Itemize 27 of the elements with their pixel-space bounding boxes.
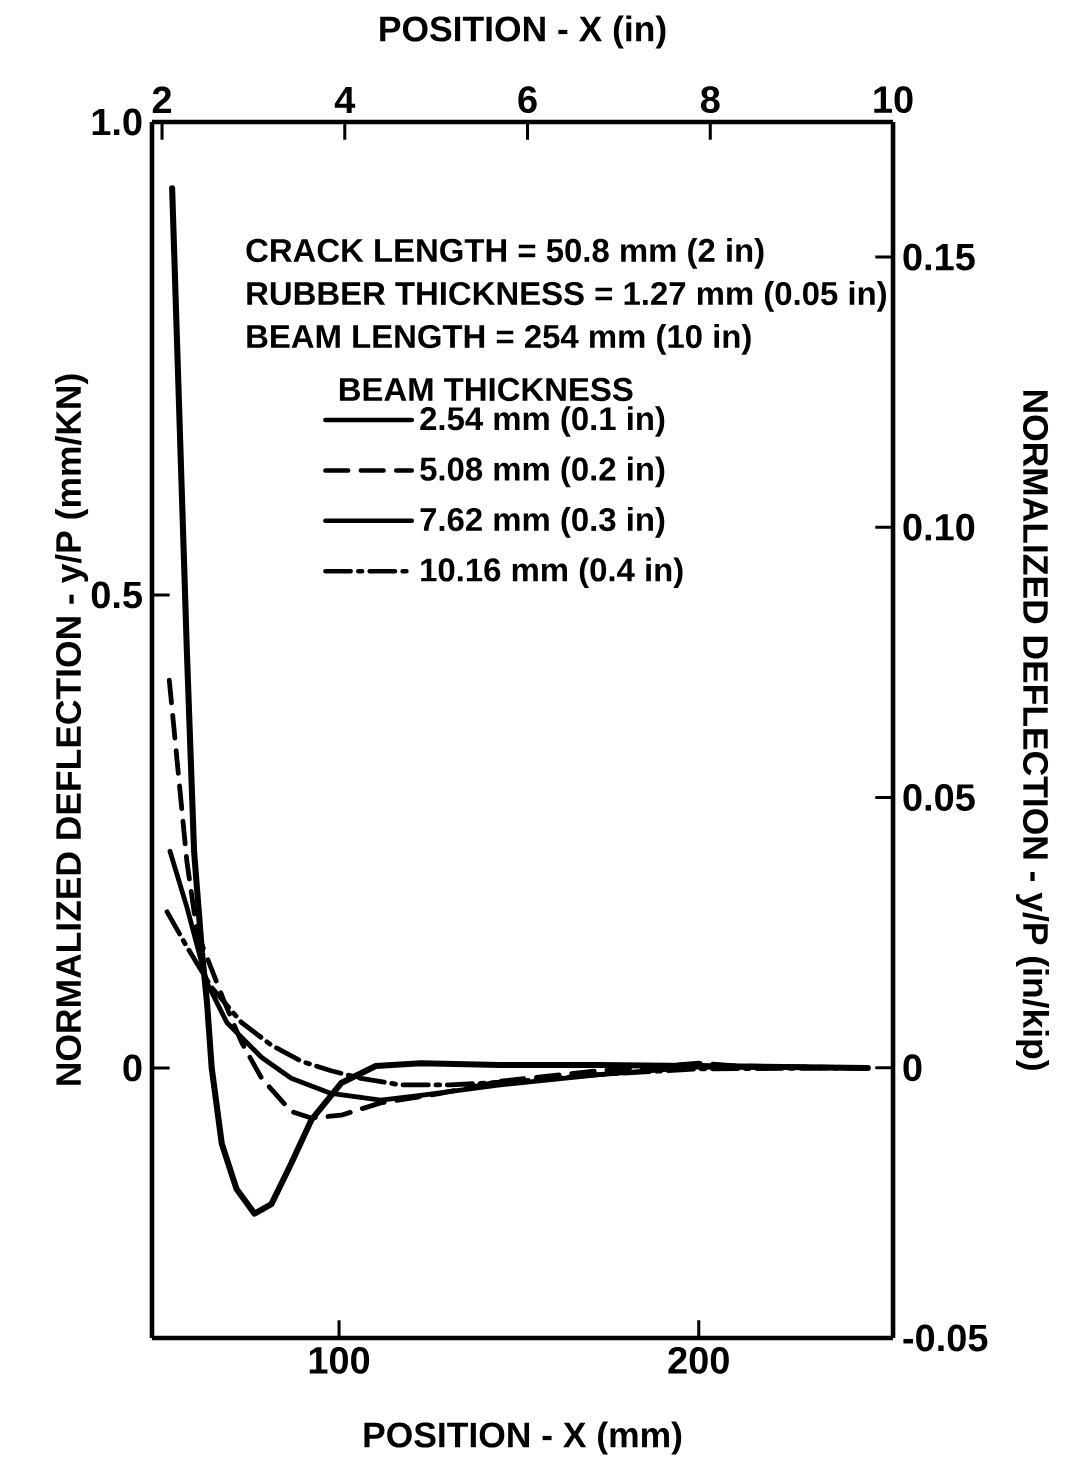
annotation: CRACK LENGTH = 50.8 mm (2 in) <box>246 237 764 269</box>
x2-tick-label: 10 <box>874 86 913 114</box>
annotation: RUBBER THICKNESS = 1.27 mm (0.05 in) <box>247 281 886 312</box>
x-axis-title: POSITION - X (mm) <box>364 1421 682 1455</box>
x2-axis-title: POSITION - X (in) <box>380 15 666 49</box>
y-tick-label: 0.5 <box>91 581 142 609</box>
legend-label: 2.54 mm (0.1 in) <box>420 406 665 437</box>
x-tick-label: 100 <box>309 1346 370 1374</box>
y2-tick-label: -0.05 <box>903 1324 988 1352</box>
x2-tick-label: 2 <box>152 86 172 114</box>
y2-tick-label: 0.05 <box>903 784 975 811</box>
y2-tick-label: 0.10 <box>903 513 975 541</box>
y2-tick-label: 0.15 <box>903 243 975 271</box>
x-tick-label: 200 <box>668 1346 729 1374</box>
legend-label: 5.08 mm (0.2 in) <box>420 456 665 488</box>
y-axis-title: NORMALIZED DEFLECTION - y/P (mm/KN) <box>55 374 89 1085</box>
x2-tick-label: 6 <box>518 86 537 114</box>
x2-tick-label: 4 <box>334 86 356 114</box>
x2-tick-label: 8 <box>700 86 720 114</box>
legend-label: 10.16 mm (0.4 in) <box>421 557 683 589</box>
y-tick-label: 1.0 <box>92 108 142 136</box>
y2-tick-label: 0 <box>903 1054 922 1082</box>
y2-axis-title: NORMALIZED DEFLECTION - y/P (in/kip) <box>1015 390 1050 1070</box>
legend-label: 7.62 mm (0.3 in) <box>420 507 665 538</box>
legend-title: BEAM THICKNESS <box>339 377 633 402</box>
annotation: BEAM LENGTH = 254 mm (10 in) <box>247 324 751 355</box>
y-tick-label: 0 <box>123 1054 142 1082</box>
